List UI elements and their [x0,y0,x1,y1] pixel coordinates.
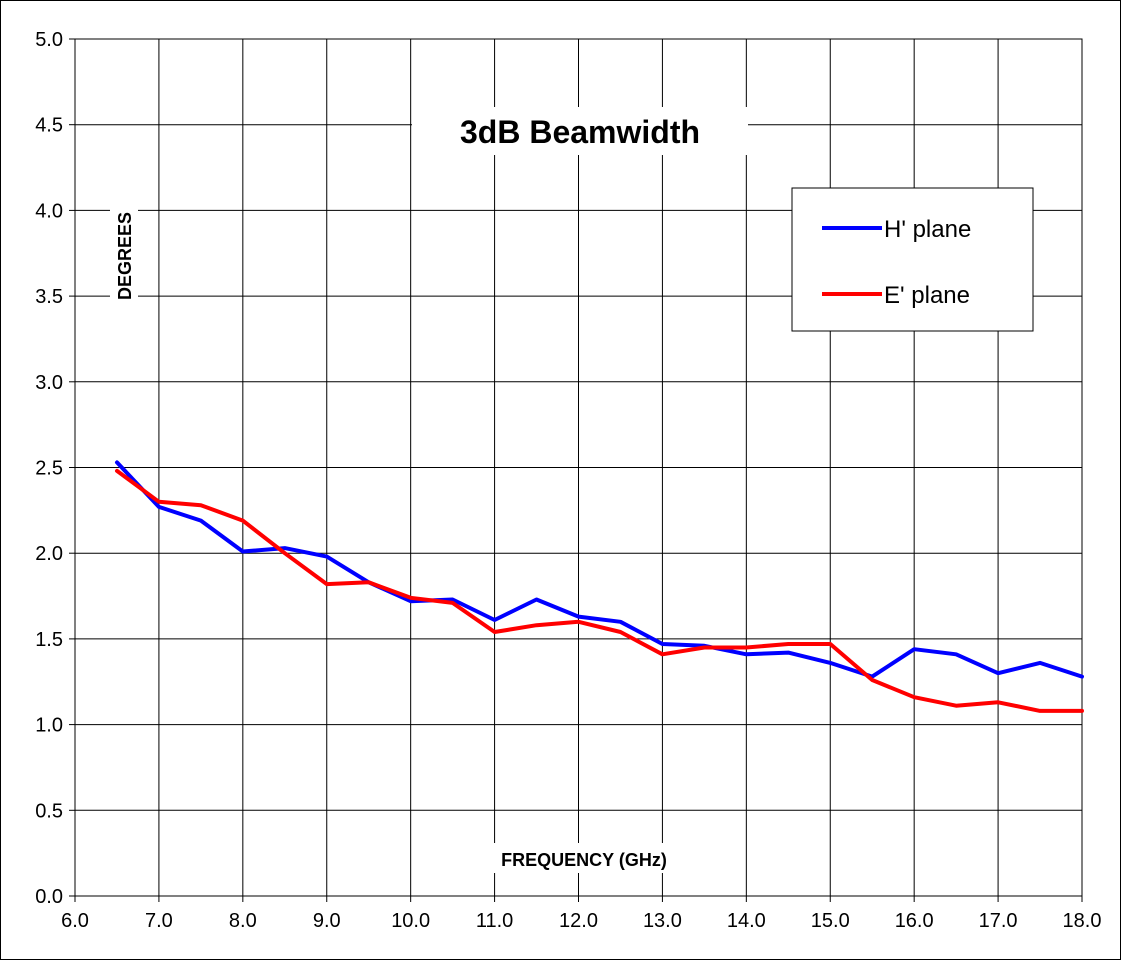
x-tick-label: 14.0 [727,910,766,932]
series-lines [115,460,1084,713]
chart-title: 3dB Beamwidth [460,114,700,150]
x-tick-label: 16.0 [895,910,934,932]
y-axis-title: DEGREES [115,212,135,300]
y-tick-labels: 0.0 0.5 1.0 1.5 2.0 2.5 3.0 3.5 4.0 4.5 5.0 [35,29,75,908]
x-tick-label: 18.0 [1063,910,1102,932]
x-tick-label: 12.0 [559,910,598,932]
legend-box [791,187,1034,332]
y-tick-label: 3.5 [35,286,63,308]
x-tick-label: 10.0 [391,910,430,932]
x-tick-label: 17.0 [979,910,1018,932]
legend-label-h-plane: H' plane [884,216,971,243]
y-tick-label: 1.5 [35,629,63,651]
x-tick-labels: 6.0 7.0 8.0 9.0 10.0 11.0 12.0 13.0 14.0 15.0 16.0… [61,896,1101,932]
y-tick-label: 1.0 [35,715,63,737]
x-tick-label: 9.0 [313,910,341,932]
x-tick-label: 15.0 [811,910,850,932]
y-tick-label: 4.0 [35,200,63,222]
x-tick-label: 7.0 [145,910,173,932]
legend: H' plane E' plane [791,187,1034,332]
y-tick-label: 5.0 [35,29,63,51]
y-tick-label: 2.0 [35,543,63,565]
x-tick-label: 8.0 [229,910,257,932]
xlabel-background [465,843,705,873]
x-tick-label: 6.0 [61,910,89,932]
x-axis-title: FREQUENCY (GHz) [501,850,667,870]
legend-label-e-plane: E' plane [884,282,970,309]
ylabel-background [110,180,138,320]
y-tick-label: 2.5 [35,458,63,480]
x-tick-label: 13.0 [643,910,682,932]
y-tick-label: 0.0 [35,886,63,908]
series-line-e-plane [115,468,1084,713]
y-tick-label: 4.5 [35,115,63,137]
title-background [412,107,748,155]
y-tick-label: 0.5 [35,800,63,822]
x-tick-label: 11.0 [476,910,513,932]
y-tick-label: 3.0 [35,372,63,394]
